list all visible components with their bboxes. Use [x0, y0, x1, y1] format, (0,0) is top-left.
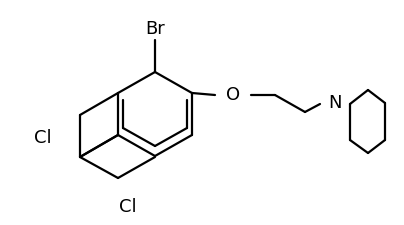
Text: N: N	[328, 94, 342, 112]
Text: Cl: Cl	[119, 198, 137, 216]
Text: O: O	[226, 86, 240, 104]
Text: Br: Br	[145, 20, 165, 38]
Text: Cl: Cl	[34, 129, 52, 147]
